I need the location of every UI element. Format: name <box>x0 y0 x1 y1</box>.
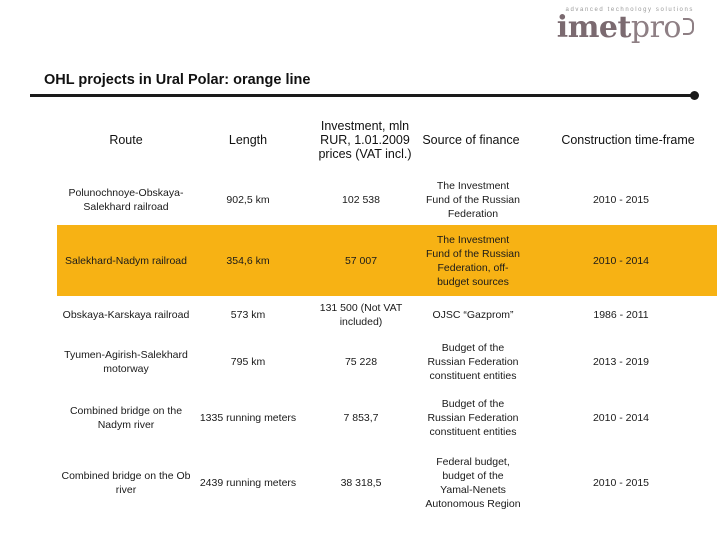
cell-length: 795 km <box>230 356 266 368</box>
table-row: Combined bridge on the Nadym river 1335 … <box>57 390 717 446</box>
cell-route: Obskaya-Karskaya railroad <box>62 309 190 321</box>
cell-investment: 131 500 (Not VAT included) <box>319 302 403 328</box>
header-timeframe: Construction time-frame <box>561 133 695 147</box>
company-logo: advanced technology solutions imetpro <box>494 6 694 43</box>
cell-route: Polunochnoye-Obskaya-Salekhard railroad <box>68 187 184 213</box>
cell-source: Budget of the Russian Federation constit… <box>427 398 519 438</box>
cell-length: 1335 running meters <box>199 412 297 424</box>
header-route: Route <box>109 133 143 147</box>
cell-timeframe: 2010 - 2014 <box>592 254 650 267</box>
logo-word-imet: imet <box>556 10 632 45</box>
cell-timeframe: 2010 - 2015 <box>592 194 650 206</box>
cell-route: Tyumen-Agirish-Salekhard motorway <box>64 349 188 375</box>
cell-investment: 102 538 <box>342 194 380 206</box>
cell-investment: 75 228 <box>344 356 378 368</box>
cell-length: 902,5 km <box>226 194 270 206</box>
logo-mark-icon <box>683 18 694 35</box>
logo-tagline: advanced technology solutions <box>565 7 694 13</box>
table-row-highlighted: Salekhard-Nadym railroad 354,6 km 57 007… <box>57 225 717 296</box>
cell-investment: 57 007 <box>344 254 378 267</box>
logo-wordmark: imetpro <box>494 13 694 43</box>
logo-word-pro: pro <box>630 10 682 45</box>
table-row: Polunochnoye-Obskaya-Salekhard railroad … <box>57 175 717 225</box>
table-row: Tyumen-Agirish-Salekhard motorway 795 km… <box>57 334 717 390</box>
cell-timeframe: 2013 - 2019 <box>592 356 650 368</box>
cell-length: 354,6 km <box>226 254 270 267</box>
header-source: Source of finance <box>422 133 520 147</box>
cell-timeframe: 1986 - 2011 <box>593 309 649 321</box>
cell-source: OJSC “Gazprom” <box>432 309 514 321</box>
cell-source: Federal budget, budget of the Yamal-Nene… <box>425 455 521 510</box>
projects-table: Route Length Investment, mln RUR, 1.01.2… <box>57 105 717 519</box>
cell-source: Budget of the Russian Federation constit… <box>427 342 519 382</box>
rule-end-dot-icon <box>690 91 699 100</box>
table-row: Obskaya-Karskaya railroad 573 km 131 500… <box>57 296 717 334</box>
cell-investment: 38 318,5 <box>340 476 382 489</box>
page-title: OHL projects in Ural Polar: orange line <box>44 72 311 88</box>
header-length: Length <box>228 133 268 147</box>
cell-timeframe: 2010 - 2014 <box>592 412 650 424</box>
cell-timeframe: 2010 - 2015 <box>592 476 650 489</box>
table-row: Combined bridge on the Ob river 2439 run… <box>57 446 717 519</box>
cell-route: Salekhard-Nadym railroad <box>65 254 187 267</box>
cell-route: Combined bridge on the Ob river <box>61 469 191 496</box>
cell-route: Combined bridge on the Nadym river <box>69 405 183 431</box>
cell-length: 573 km <box>230 309 266 321</box>
title-rule <box>30 94 695 97</box>
cell-investment: 7 853,7 <box>343 412 379 424</box>
cell-source: The Investment Fund of the Russian Feder… <box>426 180 520 220</box>
header-investment: Investment, mln RUR, 1.01.2009 prices (V… <box>318 119 412 161</box>
table-header: Route Length Investment, mln RUR, 1.01.2… <box>57 105 717 175</box>
cell-source: The Investment Fund of the Russian Feder… <box>426 233 520 288</box>
cell-length: 2439 running meters <box>199 476 297 489</box>
